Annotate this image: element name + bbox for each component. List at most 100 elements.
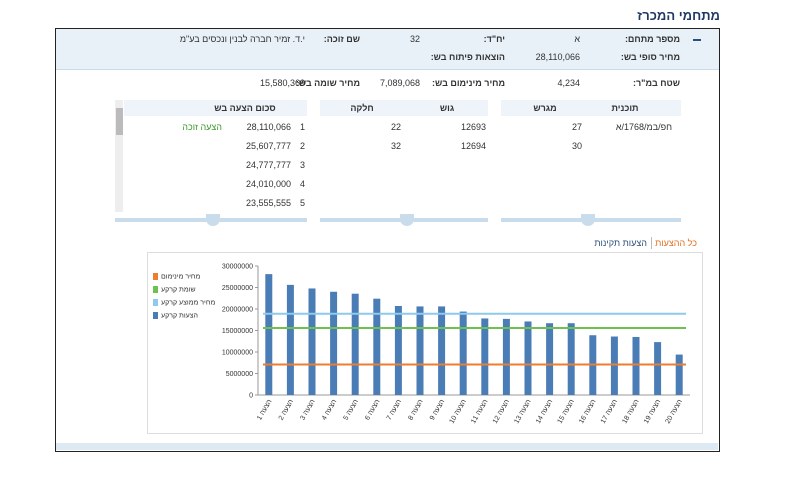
table-cell: חפ/במ/1768/א xyxy=(615,122,672,132)
x-tick-label: הצעה 5 xyxy=(343,399,360,422)
x-tick-label: הצעה 15 xyxy=(557,399,576,425)
field-value: י.ד. זמיר חברה לבנין ונכסים בע"מ xyxy=(179,34,305,44)
table-cell: 32 xyxy=(390,141,401,151)
y-tick-label: 20000000 xyxy=(222,307,253,314)
x-tick-label: הצעה 20 xyxy=(665,399,684,425)
table-cell: 30 xyxy=(571,141,582,151)
table-cell: 27 xyxy=(571,122,582,132)
x-tick-label: הצעה 12 xyxy=(492,399,511,425)
y-tick-label: 15000000 xyxy=(222,328,253,335)
field-value: 32 xyxy=(409,34,420,44)
field-label: מחיר שומה בש: xyxy=(295,78,360,88)
x-tick-label: הצעה 4 xyxy=(321,399,338,422)
x-tick-label: הצעה 9 xyxy=(429,399,446,422)
bar xyxy=(373,298,381,395)
bar xyxy=(394,305,402,395)
x-tick-label: הצעה 2 xyxy=(278,399,295,422)
bar xyxy=(459,311,467,395)
expand-icon[interactable] xyxy=(206,214,220,226)
legend-swatch xyxy=(153,299,158,306)
y-tick-label: 0 xyxy=(249,393,253,400)
x-tick-label: הצעה 3 xyxy=(299,399,316,422)
table-cell: 12694 xyxy=(460,141,486,151)
y-tick-label: 10000000 xyxy=(222,350,253,357)
bar xyxy=(438,306,446,395)
collapse-icon[interactable] xyxy=(693,39,701,41)
table-cell: 23,555,555 xyxy=(245,198,291,208)
scroll-thumb[interactable] xyxy=(116,108,123,135)
column-header: סכום הצעה בש xyxy=(214,103,276,113)
bar xyxy=(330,291,338,395)
x-tick-label: הצעה 16 xyxy=(578,399,597,425)
x-tick-label: הצעה 17 xyxy=(600,399,619,425)
tab[interactable]: כל ההצעות xyxy=(655,238,697,248)
column-header: גוש xyxy=(439,103,455,113)
x-tick-label: הצעה 13 xyxy=(513,399,532,425)
row-index: 4 xyxy=(299,179,305,189)
tab[interactable]: הצעות תקינות xyxy=(594,238,647,248)
table-header xyxy=(124,100,307,116)
legend-label: מחיר ממוצע קרקע xyxy=(161,300,215,307)
row-index: 1 xyxy=(299,122,305,132)
bar xyxy=(567,323,575,395)
table-header xyxy=(320,100,488,116)
chart-frame xyxy=(147,252,703,434)
table-header xyxy=(501,100,681,116)
bar xyxy=(654,342,662,395)
bar xyxy=(675,354,683,395)
field-label: יח"ד: xyxy=(483,34,505,44)
bar xyxy=(265,274,273,395)
field-label: מחיר סופי בש: xyxy=(620,52,680,62)
bar xyxy=(416,306,424,395)
bar xyxy=(546,323,554,395)
y-tick-label: 30000000 xyxy=(222,264,253,271)
bar xyxy=(632,336,640,395)
x-tick-label: הצעה 18 xyxy=(621,399,640,425)
bar xyxy=(502,318,510,395)
scrollbar[interactable] xyxy=(115,100,123,212)
field-value: 4,234 xyxy=(557,78,580,88)
expand-icon[interactable] xyxy=(400,214,414,226)
field-label: מחיר מינימום בש: xyxy=(432,78,505,88)
panel-footer xyxy=(56,443,718,450)
table-cell: 22 xyxy=(390,122,401,132)
row-index: 2 xyxy=(299,141,305,151)
bar xyxy=(286,284,294,395)
row-index: 3 xyxy=(299,160,305,170)
field-label: הוצאות פיתוח בש: xyxy=(430,52,505,62)
y-tick-label: 25000000 xyxy=(222,285,253,292)
x-tick-label: הצעה 10 xyxy=(449,399,468,425)
expand-icon[interactable] xyxy=(581,214,595,226)
table-cell: 25,607,777 xyxy=(245,141,291,151)
legend-swatch xyxy=(153,286,158,293)
x-tick-label: הצעה 8 xyxy=(407,399,424,422)
x-tick-label: הצעה 14 xyxy=(535,399,554,425)
table-cell: 12693 xyxy=(460,122,486,132)
field-value: 7,089,068 xyxy=(379,78,420,88)
bar xyxy=(610,336,618,395)
x-tick-label: הצעה 19 xyxy=(643,399,662,425)
x-tick-label: הצעה 11 xyxy=(470,399,489,425)
panel-header xyxy=(56,29,719,70)
panel xyxy=(55,28,720,452)
legend-swatch xyxy=(153,312,158,319)
legend-swatch xyxy=(153,273,158,280)
column-header: תוכנית xyxy=(611,103,639,113)
bar xyxy=(351,293,359,395)
tab-separator xyxy=(651,237,652,249)
table-cell: 24,777,777 xyxy=(245,160,291,170)
bar xyxy=(481,318,489,395)
legend-label: מחיר מינימום xyxy=(161,274,201,281)
winner-label: הצעה זוכה xyxy=(182,122,222,132)
field-label: שטח במ"ר: xyxy=(633,78,680,88)
page-title: מתחמי המכרז xyxy=(637,8,720,23)
field-value: 15,580,369 xyxy=(259,78,305,88)
x-tick-label: הצעה 1 xyxy=(256,399,273,422)
bar xyxy=(308,288,316,395)
column-header: מגרש xyxy=(533,103,557,113)
legend-label: שומת קרקע xyxy=(161,287,196,294)
table-cell: 24,010,000 xyxy=(245,179,291,189)
field-value: 28,110,066 xyxy=(535,52,580,62)
